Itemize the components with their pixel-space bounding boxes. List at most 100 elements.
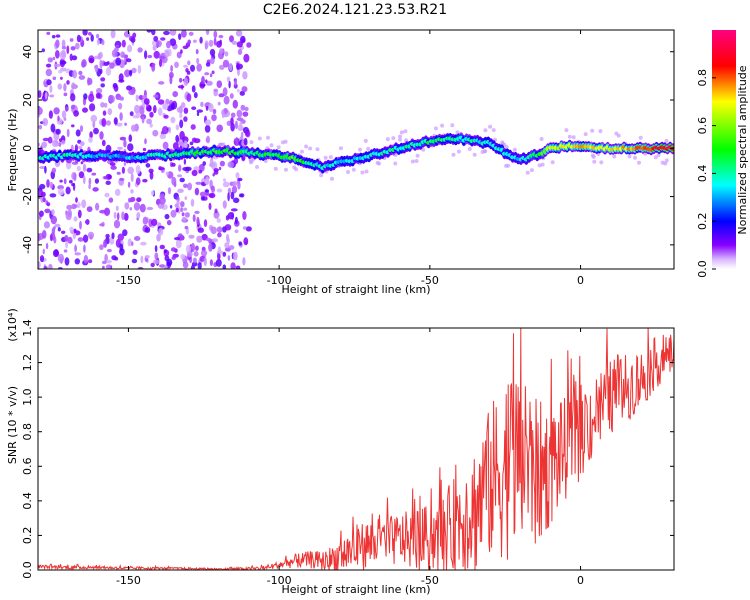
heatmap-noise-blob	[179, 177, 185, 183]
heatmap-noise-blob	[186, 251, 193, 258]
heatmap-noise-blob	[99, 244, 104, 251]
heatmap-noise-blob	[157, 99, 165, 105]
heatmap-noise-blob	[255, 165, 259, 169]
snr-series-line	[38, 328, 674, 570]
heatmap-noise-blob	[54, 223, 61, 228]
heatmap-noise-blob	[148, 218, 153, 228]
heatmap-noise-blob	[72, 69, 77, 79]
heatmap-noise-blob	[169, 30, 177, 36]
heatmap-noise-blob	[111, 232, 115, 239]
heatmap-noise-blob	[47, 58, 53, 63]
heatmap-noise-blob	[391, 136, 396, 141]
heatmap-noise-blob	[241, 156, 245, 161]
heatmap-noise-blob	[111, 255, 117, 261]
heatmap-noise-blob	[97, 52, 102, 60]
heatmap-noise-blob	[41, 230, 47, 239]
heatmap-noise-blob	[222, 87, 228, 97]
heatmap-noise-blob	[105, 259, 112, 264]
heatmap-noise-blob	[175, 124, 180, 131]
heatmap-noise-blob	[123, 212, 129, 221]
heatmap-noise-blob	[153, 50, 160, 59]
heatmap-noise-blob	[128, 89, 135, 96]
heatmap-noise-blob	[105, 180, 111, 185]
heatmap-noise-blob	[308, 146, 313, 151]
heatmap-noise-blob	[123, 30, 131, 38]
heatmap-noise-blob	[64, 257, 70, 266]
heatmap-noise-blob	[171, 256, 176, 260]
heatmap-noise-blob	[74, 42, 80, 50]
heatmap-noise-blob	[216, 218, 221, 223]
x-tick-label: -50	[421, 274, 439, 287]
heatmap-noise-blob	[125, 58, 132, 63]
heatmap-noise-blob	[209, 157, 214, 167]
heatmap-noise-blob	[176, 199, 180, 206]
heatmap-noise-blob	[472, 152, 477, 157]
heatmap-noise-blob	[52, 76, 57, 81]
heatmap-noise-blob	[155, 40, 162, 48]
colorbar-tick-label: 0.8	[696, 69, 709, 87]
heatmap-noise-blob	[237, 177, 243, 182]
heatmap-noise-blob	[163, 249, 167, 254]
heatmap-noise-blob	[57, 185, 64, 190]
heatmap-noise-blob	[197, 262, 202, 269]
heatmap-noise-blob	[42, 137, 50, 142]
heatmap-noise-blob	[187, 39, 191, 45]
heatmap-noise-blob	[144, 138, 147, 145]
heatmap-noise-blob	[103, 239, 108, 248]
heatmap-noise-blob	[172, 91, 178, 98]
heatmap-noise-blob	[223, 107, 229, 114]
heatmap-noise-blob	[171, 102, 175, 111]
heatmap-noise-blob	[151, 218, 158, 226]
heatmap-noise-blob	[180, 207, 184, 213]
heatmap-noise-blob	[42, 197, 46, 203]
colorbar-ticks: 0.0 0.2 0.4 0.6 0.8	[696, 69, 716, 278]
heatmap-noise-blob	[142, 147, 147, 152]
heatmap-noise-blob	[242, 111, 249, 117]
heatmap-noise-blob	[132, 32, 137, 39]
heatmap-noise-blob	[46, 63, 52, 68]
heatmap-noise-blob	[63, 178, 67, 185]
heatmap-noise-blob	[403, 129, 408, 134]
heatmap-noise-blob	[67, 209, 72, 217]
heatmap-noise-blob	[235, 172, 240, 179]
heatmap-noise-blob	[73, 216, 78, 222]
x-tick-label: -50	[421, 574, 439, 587]
x-tick-label: -100	[267, 574, 292, 587]
heatmap-noise-blob	[151, 63, 156, 72]
heatmap-noise-blob	[199, 191, 206, 197]
heatmap-noise-blob	[240, 131, 244, 139]
heatmap-noise-blob	[204, 189, 210, 193]
heatmap-noise-blob	[239, 120, 243, 130]
heatmap-noise-blob	[131, 124, 137, 132]
heatmap-noise-blob	[232, 251, 238, 261]
heatmap-noise-blob	[158, 81, 165, 85]
heatmap-noise-blob	[192, 214, 196, 223]
heatmap-noise-blob	[232, 181, 238, 187]
heatmap-noise-blob	[177, 174, 183, 178]
heatmap-noise-blob	[149, 171, 154, 180]
heatmap-noise-blob	[46, 79, 52, 86]
heatmap-noise-blob	[75, 129, 81, 137]
heatmap-noise-blob	[169, 38, 177, 46]
heatmap-noise-blob	[175, 134, 180, 143]
heatmap-noise-blob	[196, 235, 203, 243]
heatmap-noise-blob	[99, 131, 104, 140]
heatmap-noise-blob	[144, 50, 148, 60]
heatmap-noise-blob	[122, 229, 128, 237]
heatmap-noise-blob	[189, 141, 194, 146]
heatmap-noise-blob	[269, 143, 274, 148]
heatmap-noise-blob	[99, 223, 105, 227]
heatmap-noise-blob	[102, 260, 107, 265]
heatmap-noise-blob	[236, 41, 243, 48]
heatmap-noise-blob	[410, 159, 415, 164]
heatmap-noise-blob	[292, 165, 297, 170]
heatmap-noise-blob	[73, 228, 77, 234]
heatmap-noise-blob	[211, 238, 219, 243]
heatmap-noise-blob	[363, 138, 368, 143]
heatmap-noise-blob	[209, 57, 215, 65]
heatmap-noise-blob	[102, 265, 105, 269]
heatmap-noise-blob	[74, 244, 77, 253]
heatmap-noise-blob	[193, 92, 198, 99]
heatmap-noise-blob	[51, 35, 56, 39]
snr-frame	[37, 327, 675, 571]
